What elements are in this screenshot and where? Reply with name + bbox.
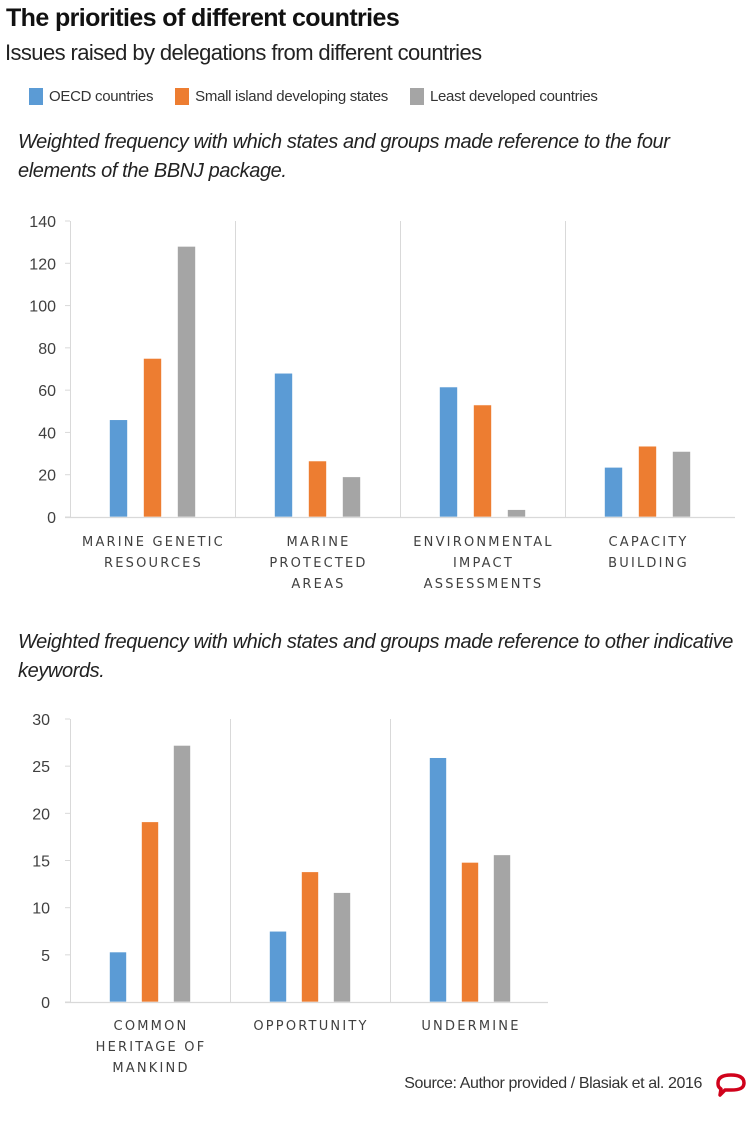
- bar-small-island-developing-states-1: [301, 871, 319, 1003]
- bar-least-developed-countries-3: [672, 451, 691, 518]
- legend-label-ldc: Least developed countries: [429, 88, 598, 105]
- y-tick-label: 20: [38, 468, 56, 485]
- y-tick-label: 80: [38, 341, 56, 358]
- category-label: PROTECTED: [269, 556, 367, 571]
- bar-oecd-countries-3: [604, 467, 623, 518]
- legend-swatch-oecd: [29, 88, 43, 105]
- legend-label-oecd: OECD countries: [49, 88, 154, 105]
- category-label: ASSESSMENTS: [424, 577, 544, 592]
- category-label: MARINE: [286, 535, 350, 550]
- y-tick-label: 25: [32, 759, 50, 776]
- category-label: RESOURCES: [104, 556, 203, 571]
- bar-least-developed-countries-2: [507, 509, 526, 518]
- legend-swatch-ldc: [409, 88, 424, 105]
- chart-subtitle: Issues raised by delegations from differ…: [5, 40, 482, 65]
- bar-small-island-developing-states-0: [143, 358, 162, 518]
- y-tick-label: 120: [29, 256, 56, 273]
- y-tick-label: 0: [41, 995, 50, 1012]
- bar-small-island-developing-states-3: [638, 445, 657, 518]
- bar-oecd-countries-2: [439, 386, 458, 518]
- y-tick-label: 30: [32, 712, 50, 729]
- y-tick-label: 15: [32, 854, 50, 871]
- bar-least-developed-countries-1: [342, 476, 361, 518]
- category-label: MARINE GENETIC: [82, 535, 225, 550]
- category-label: BUILDING: [608, 556, 689, 571]
- y-tick-label: 40: [38, 425, 56, 442]
- legend-item-oecd: OECD countries: [29, 88, 153, 105]
- y-tick-label: 20: [32, 806, 50, 823]
- bar-small-island-developing-states-1: [308, 460, 327, 518]
- bar-least-developed-countries-2: [493, 854, 511, 1003]
- speech-bubble-logo-icon: [716, 1073, 746, 1097]
- legend-swatch-sids: [175, 88, 190, 105]
- category-label: OPPORTUNITY: [253, 1019, 368, 1034]
- chart1-caption: Weighted frequency with which states and…: [18, 131, 670, 182]
- category-label: ENVIRONMENTAL: [413, 535, 553, 550]
- y-tick-label: 100: [29, 299, 56, 316]
- bar-least-developed-countries-1: [333, 892, 351, 1003]
- y-tick-label: 0: [47, 510, 56, 527]
- category-label: AREAS: [291, 577, 345, 592]
- bar-small-island-developing-states-2: [461, 862, 479, 1003]
- legend-label-sids: Small island developing states: [195, 88, 388, 105]
- bar-oecd-countries-2: [429, 757, 447, 1003]
- indicative-keywords-chart: 0 5 10 15 20 25 30 COMMON HERITAGE OF MANKIND OPPO…: [32, 712, 548, 1076]
- legend: OECD countries Small island developing s…: [29, 88, 620, 105]
- bar-least-developed-countries-0: [173, 745, 191, 1003]
- bbnj-elements-chart: 0 20 40 60 80 100 120 140 MARINE GENETIC RESOURCE…: [29, 214, 735, 592]
- bar-oecd-countries-0: [109, 951, 127, 1003]
- category-label: CAPACITY: [608, 535, 688, 550]
- bar-oecd-countries-0: [109, 419, 128, 518]
- category-label: UNDERMINE: [421, 1019, 520, 1034]
- category-label: HERITAGE OF: [96, 1040, 207, 1055]
- chart-title: The priorities of different countries: [6, 4, 400, 32]
- chart2-caption: Weighted frequency with which states and…: [18, 631, 734, 682]
- bar-oecd-countries-1: [274, 372, 293, 518]
- legend-item-ldc: Least developed countries: [409, 88, 598, 105]
- bar-oecd-countries-1: [269, 930, 287, 1003]
- category-label: COMMON: [114, 1019, 189, 1034]
- y-tick-label: 10: [32, 901, 50, 918]
- legend-item-sids: Small island developing states: [175, 88, 388, 105]
- category-label: MANKIND: [112, 1061, 189, 1076]
- source-credit: Source: Author provided / Blasiak et al.…: [404, 1075, 702, 1092]
- y-tick-label: 140: [29, 214, 56, 231]
- bar-least-developed-countries-0: [177, 246, 196, 518]
- y-tick-label: 5: [41, 948, 50, 965]
- category-label: IMPACT: [453, 556, 514, 571]
- bar-small-island-developing-states-0: [141, 821, 159, 1003]
- y-tick-label: 60: [38, 383, 56, 400]
- bar-small-island-developing-states-2: [473, 404, 492, 518]
